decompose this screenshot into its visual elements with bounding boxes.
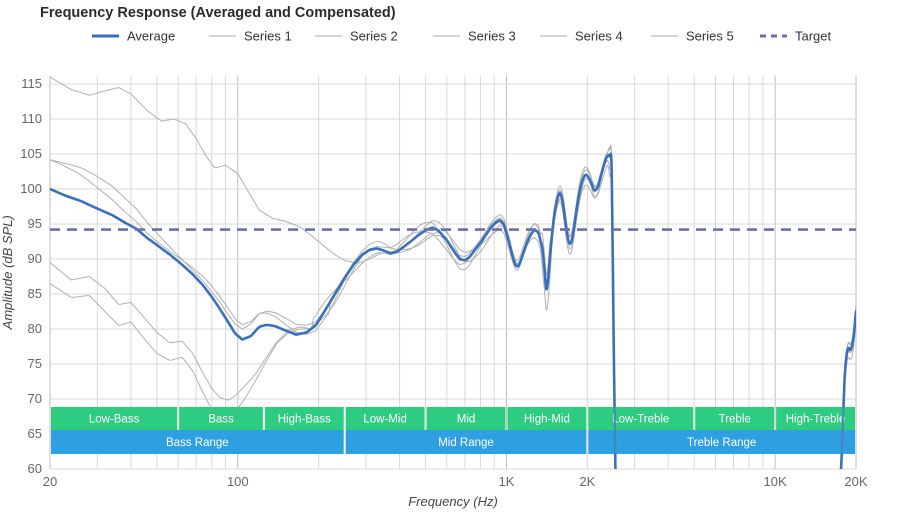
svg-text:Series 2: Series 2 <box>350 29 398 44</box>
svg-text:115: 115 <box>21 76 42 91</box>
svg-text:100: 100 <box>227 474 249 489</box>
svg-text:90: 90 <box>28 251 42 266</box>
svg-text:100: 100 <box>20 181 42 196</box>
svg-text:70: 70 <box>28 391 42 406</box>
svg-text:High-Bass: High-Bass <box>278 414 331 426</box>
svg-text:High-Mid: High-Mid <box>524 414 570 426</box>
svg-text:2K: 2K <box>579 474 595 489</box>
svg-text:10K: 10K <box>764 474 787 489</box>
svg-text:75: 75 <box>28 356 42 371</box>
svg-text:110: 110 <box>21 111 42 126</box>
svg-text:Series 5: Series 5 <box>686 29 734 44</box>
svg-text:Low-Treble: Low-Treble <box>612 414 669 426</box>
svg-text:Bass Range: Bass Range <box>166 437 229 449</box>
svg-text:Series 3: Series 3 <box>468 29 516 44</box>
svg-text:95: 95 <box>28 216 42 231</box>
svg-text:Target: Target <box>795 29 832 44</box>
svg-text:Mid: Mid <box>457 414 476 426</box>
svg-text:Amplitude (dB SPL): Amplitude (dB SPL) <box>0 215 15 330</box>
svg-text:80: 80 <box>28 321 42 336</box>
svg-text:Frequency (Hz): Frequency (Hz) <box>408 494 498 509</box>
svg-text:Series 4: Series 4 <box>575 29 623 44</box>
svg-text:1K: 1K <box>499 474 515 489</box>
svg-text:High-Treble: High-Treble <box>786 414 846 426</box>
svg-text:Low-Bass: Low-Bass <box>89 414 140 426</box>
svg-text:Treble: Treble <box>719 414 751 426</box>
svg-text:20K: 20K <box>844 474 867 489</box>
svg-text:20: 20 <box>43 474 57 489</box>
svg-text:Bass: Bass <box>208 414 234 426</box>
svg-text:Low-Mid: Low-Mid <box>363 414 406 426</box>
svg-text:60: 60 <box>28 461 42 476</box>
svg-text:65: 65 <box>28 426 42 441</box>
svg-text:85: 85 <box>28 286 42 301</box>
svg-text:Treble Range: Treble Range <box>687 437 756 449</box>
svg-text:105: 105 <box>20 146 42 161</box>
svg-text:Average: Average <box>127 29 175 44</box>
svg-text:Mid Range: Mid Range <box>438 437 494 449</box>
svg-text:Series 1: Series 1 <box>244 29 292 44</box>
